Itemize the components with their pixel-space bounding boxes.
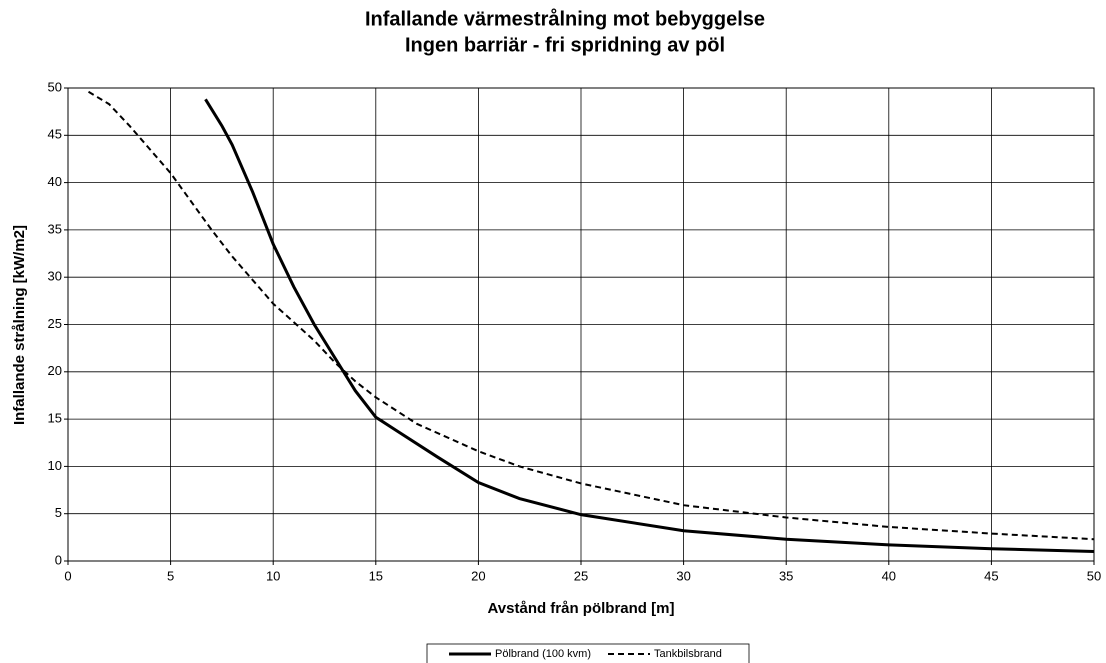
x-tick-label: 30 [676, 568, 690, 583]
y-tick-label: 20 [48, 363, 62, 378]
x-tick-label: 45 [984, 568, 998, 583]
y-tick-label: 25 [48, 316, 62, 331]
y-tick-label: 40 [48, 174, 62, 189]
y-tick-label: 10 [48, 458, 62, 473]
y-tick-label: 35 [48, 221, 62, 236]
plot-border [67, 87, 1095, 562]
x-tick-label: 10 [266, 568, 280, 583]
x-tick-label: 5 [167, 568, 174, 583]
x-tick-label: 20 [471, 568, 485, 583]
x-axis-label: Avstånd från pölbrand [m] [488, 600, 675, 617]
series-line [88, 90, 1095, 541]
x-tick-label: 35 [779, 568, 793, 583]
x-tick-label: 50 [1087, 568, 1101, 583]
legend-box [426, 643, 750, 663]
y-tick-label: 50 [48, 79, 62, 94]
y-axis-label: Infallande strålning [kW/m2] [11, 225, 28, 425]
x-tick-label: 25 [574, 568, 588, 583]
series-line [204, 98, 1095, 554]
legend-label: Tankbilsbrand [654, 648, 722, 660]
y-tick-label: 45 [48, 127, 62, 142]
y-tick-label: 15 [48, 411, 62, 426]
x-tick-label: 0 [64, 568, 71, 583]
legend-label: Pölbrand (100 kvm) [495, 648, 591, 660]
chart-title: Infallande värmestrålning mot bebyggelse [365, 7, 765, 30]
y-tick-label: 30 [48, 269, 62, 284]
x-tick-label: 15 [369, 568, 383, 583]
y-tick-label: 5 [55, 505, 62, 520]
x-tick-label: 40 [882, 568, 896, 583]
chart-subtitle: Ingen barriär - fri spridning av pöl [405, 34, 725, 56]
y-tick-label: 0 [55, 552, 62, 567]
